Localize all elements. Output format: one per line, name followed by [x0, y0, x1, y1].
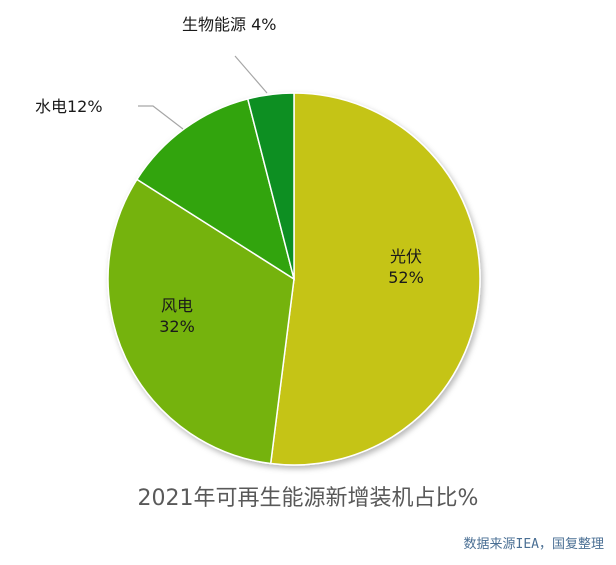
slice-value-1: 52%	[388, 268, 424, 287]
slice-label-1: 光伏	[390, 247, 422, 266]
chart-title: 2021年可再生能源新增装机占比%	[137, 486, 479, 511]
leader-lines	[138, 55, 268, 130]
slice-label-4: 生物能源 4%	[182, 15, 276, 34]
leader-line-3	[138, 105, 184, 130]
slice-labels: 光伏 52% 风电 32% 水电12% 生物能源 4%	[35, 15, 424, 336]
slice-label-2: 风电	[161, 296, 193, 315]
slice-value-2: 32%	[159, 317, 195, 336]
pie-slices	[107, 92, 481, 466]
source-note: 数据来源IEA，国复整理	[463, 537, 604, 552]
pie-slice-1	[269, 92, 481, 466]
pie-slice-3	[135, 97, 296, 281]
slice-label-3: 水电12%	[35, 97, 103, 116]
pie-slice-4	[246, 92, 295, 280]
pie-slice-2	[107, 178, 295, 465]
leader-line-4	[234, 55, 268, 94]
